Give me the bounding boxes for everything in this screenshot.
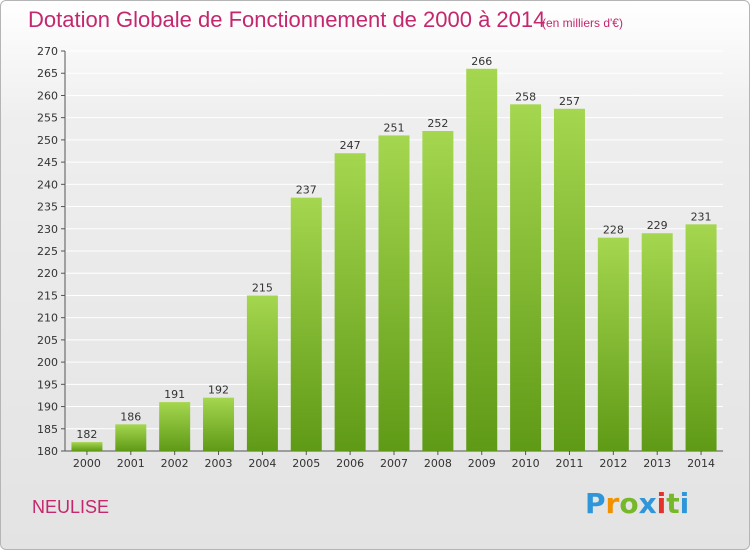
bar xyxy=(553,108,585,452)
y-tick-label: 240 xyxy=(37,178,58,191)
logo-letter: t xyxy=(666,487,680,520)
y-tick-label: 220 xyxy=(37,267,58,280)
logo-letter: i xyxy=(656,487,667,520)
bar xyxy=(597,237,629,451)
y-tick-label: 210 xyxy=(37,312,58,325)
y-axis-ticks: 180 185 190 195 200 205 210 215 220 225 230 235 240 2… xyxy=(37,45,58,458)
x-tick-label: 2013 xyxy=(643,457,671,470)
y-tick-label: 270 xyxy=(37,45,58,58)
y-tick-label: 195 xyxy=(37,378,58,391)
y-tick-label: 235 xyxy=(37,201,58,214)
bars xyxy=(71,68,717,452)
bar-value-label: 252 xyxy=(427,117,448,130)
y-tick-label: 225 xyxy=(37,245,58,258)
x-tick-label: 2010 xyxy=(512,457,540,470)
x-tick-label: 2008 xyxy=(424,457,452,470)
bar-value-label: 266 xyxy=(471,55,492,68)
bar-value-label: 229 xyxy=(647,219,668,232)
x-tick-label: 2012 xyxy=(599,457,627,470)
bar-value-label: 251 xyxy=(384,121,405,134)
logo-letter: x xyxy=(638,487,657,520)
bar-value-label: 231 xyxy=(691,210,712,223)
bar xyxy=(115,424,147,451)
x-tick-label: 2011 xyxy=(555,457,583,470)
x-axis-ticks: 2000 2001 2002 2003 2004 2005 2006 2007 2008 2009… xyxy=(73,457,715,470)
bar xyxy=(685,224,717,451)
y-tick-label: 190 xyxy=(37,401,58,414)
x-tick-label: 2007 xyxy=(380,457,408,470)
bar xyxy=(246,295,278,451)
bar xyxy=(641,233,673,451)
bar-value-label: 228 xyxy=(603,224,624,237)
x-tick-label: 2006 xyxy=(336,457,364,470)
bar xyxy=(159,402,191,451)
bar xyxy=(71,442,103,451)
y-tick-label: 260 xyxy=(37,89,58,102)
bar xyxy=(334,153,366,451)
proxiti-logo: Proxiti xyxy=(585,487,689,520)
chart-title: Dotation Globale de Fonctionnement de 20… xyxy=(28,7,546,32)
y-tick-label: 185 xyxy=(37,423,58,436)
y-tick-label: 255 xyxy=(37,112,58,125)
y-tick-label: 265 xyxy=(37,67,58,80)
bar-value-label: 192 xyxy=(208,384,229,397)
logo-letter: P xyxy=(585,487,606,520)
y-tick-label: 250 xyxy=(37,134,58,147)
bar xyxy=(378,135,410,451)
x-tick-label: 2009 xyxy=(468,457,496,470)
bar-value-label: 215 xyxy=(252,281,273,294)
bar xyxy=(290,197,322,451)
y-tick-label: 230 xyxy=(37,223,58,236)
data-labels: 182 186 191 192 215 237 247 251 252 266 258 257 228 2… xyxy=(76,55,711,441)
y-tick-label: 245 xyxy=(37,156,58,169)
logo-letter: o xyxy=(619,487,639,520)
x-tick-label: 2001 xyxy=(117,457,145,470)
logo-letter: r xyxy=(605,487,620,520)
logo-letter: i xyxy=(679,487,690,520)
bar xyxy=(510,104,542,451)
bar xyxy=(466,68,498,452)
bar-value-label: 247 xyxy=(340,139,361,152)
chart-unit-note: (en milliers d'€) xyxy=(542,16,623,30)
commune-name: NEULISE xyxy=(32,497,110,517)
bar-value-label: 186 xyxy=(120,410,141,423)
bar-value-label: 182 xyxy=(76,428,97,441)
y-tick-label: 215 xyxy=(37,289,58,302)
x-tick-label: 2005 xyxy=(292,457,320,470)
x-tick-label: 2000 xyxy=(73,457,101,470)
x-tick-label: 2004 xyxy=(248,457,276,470)
bar xyxy=(203,397,235,451)
bar xyxy=(422,131,454,451)
bar-value-label: 258 xyxy=(515,90,536,103)
x-tick-label: 2014 xyxy=(687,457,715,470)
bar-value-label: 257 xyxy=(559,95,580,108)
x-tick-label: 2002 xyxy=(161,457,189,470)
y-tick-label: 205 xyxy=(37,334,58,347)
bar-value-label: 191 xyxy=(164,388,185,401)
y-tick-label: 200 xyxy=(37,356,58,369)
bar-value-label: 237 xyxy=(296,184,317,197)
x-tick-label: 2003 xyxy=(205,457,233,470)
y-tick-label: 180 xyxy=(37,445,58,458)
